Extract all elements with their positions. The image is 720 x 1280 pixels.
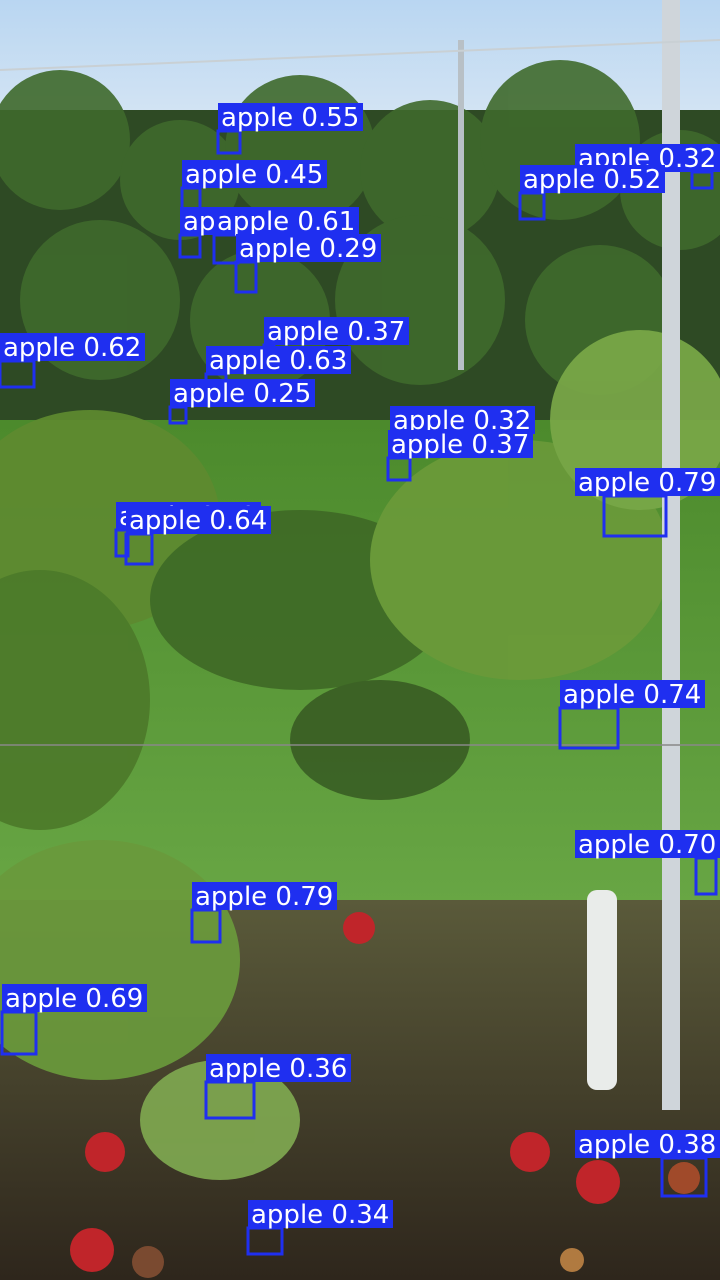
detection: apple 0.38 bbox=[575, 1130, 720, 1198]
detection-label-background bbox=[192, 882, 337, 910]
detection-label-background bbox=[248, 1200, 393, 1228]
detection-label: apple 0.36 bbox=[209, 1054, 347, 1084]
detection-label-background bbox=[206, 1054, 351, 1082]
detection: apple 0.55 bbox=[216, 103, 363, 155]
detection-label-background bbox=[214, 207, 359, 235]
detection-box bbox=[518, 191, 546, 221]
detection-box bbox=[0, 359, 36, 389]
detection: apple 0.70 bbox=[575, 830, 720, 896]
detection-label: apple 0.25 bbox=[173, 379, 311, 409]
detection-label: apple 0.52 bbox=[523, 165, 661, 195]
detection-label: apple 0.79 bbox=[195, 882, 333, 912]
detection-label: apple 0.37 bbox=[391, 430, 529, 460]
detection-label: apple 0.55 bbox=[221, 103, 359, 133]
detection-label-background bbox=[264, 317, 409, 345]
detection: apple 0.61 bbox=[212, 207, 359, 265]
detection: apple 0.79 bbox=[190, 882, 337, 944]
detection-label: apple 0.38 bbox=[578, 1130, 716, 1160]
detection-label-background bbox=[126, 506, 271, 534]
detection-label: apple 0.61 bbox=[217, 207, 355, 237]
detection: apple 0.74 bbox=[558, 680, 705, 750]
detection-box bbox=[168, 405, 188, 425]
detection-label: apple 0.62 bbox=[3, 333, 141, 363]
detection-box bbox=[190, 908, 222, 944]
detection-label-background bbox=[575, 1130, 720, 1158]
detection-label: apple 0.64 bbox=[129, 506, 267, 536]
detection-label-background bbox=[575, 468, 720, 496]
detection-label-background bbox=[170, 379, 315, 407]
detection-box bbox=[602, 494, 668, 538]
detection-label: apple 0.69 bbox=[5, 984, 143, 1014]
detection-label: apple 0.74 bbox=[563, 680, 701, 710]
detection-box bbox=[234, 260, 258, 294]
detection-box bbox=[246, 1226, 284, 1256]
detection-box bbox=[216, 129, 242, 155]
detection-box bbox=[0, 1010, 38, 1056]
detection: apple 0.52 bbox=[518, 165, 665, 221]
detection: apple 0.36 bbox=[204, 1054, 351, 1120]
detection-label-background bbox=[236, 234, 381, 262]
detection-label-background bbox=[575, 830, 720, 858]
detection-label-background bbox=[182, 160, 327, 188]
detection-label-background bbox=[520, 165, 665, 193]
detection: apple 0.37 bbox=[386, 430, 533, 482]
detection: apple 0.37 bbox=[262, 317, 409, 361]
foreground-foliage bbox=[0, 330, 720, 1180]
detection-label: apple 0.45 bbox=[185, 160, 323, 190]
detection-label-background bbox=[560, 680, 705, 708]
detection: apple 0.64 bbox=[124, 506, 271, 566]
detection-label: apple 0.70 bbox=[578, 830, 716, 860]
detection-box bbox=[558, 706, 620, 750]
detection-box bbox=[0, 1010, 38, 1056]
detection-box bbox=[690, 170, 714, 190]
detection-box bbox=[178, 233, 202, 259]
fallen-apples bbox=[70, 912, 700, 1278]
detection: apple 0.34 bbox=[246, 1200, 393, 1256]
detection: apple 0.69 bbox=[0, 984, 147, 1056]
detection: apple 0.79 bbox=[575, 468, 720, 538]
detection-label-background bbox=[218, 103, 363, 131]
detection-label-background bbox=[0, 333, 145, 361]
detection-box bbox=[660, 1156, 708, 1198]
detection-label: apple 0.37 bbox=[267, 317, 405, 347]
detection: apple 0.25 bbox=[168, 379, 315, 425]
detection-box bbox=[204, 1080, 256, 1120]
detection: apple 0.63 bbox=[204, 346, 351, 390]
detection-label-background bbox=[388, 430, 533, 458]
detection-label: apple 0.34 bbox=[251, 1200, 389, 1230]
detection: apple 0.29 bbox=[234, 234, 381, 294]
detection-label-background bbox=[206, 346, 351, 374]
detection-box bbox=[212, 233, 240, 265]
detection-label: apple 0.79 bbox=[578, 468, 716, 498]
detection-box bbox=[124, 532, 154, 566]
detection-label-background bbox=[2, 984, 147, 1012]
detection: apple 0.45 bbox=[180, 160, 327, 212]
detection-label-background bbox=[390, 406, 535, 434]
detection-box bbox=[694, 856, 718, 896]
detection-label: apple 0.29 bbox=[239, 234, 377, 264]
detection-label: apple 0.63 bbox=[209, 346, 347, 376]
detection: apple 0.62 bbox=[0, 333, 145, 389]
detection-box bbox=[386, 456, 412, 482]
